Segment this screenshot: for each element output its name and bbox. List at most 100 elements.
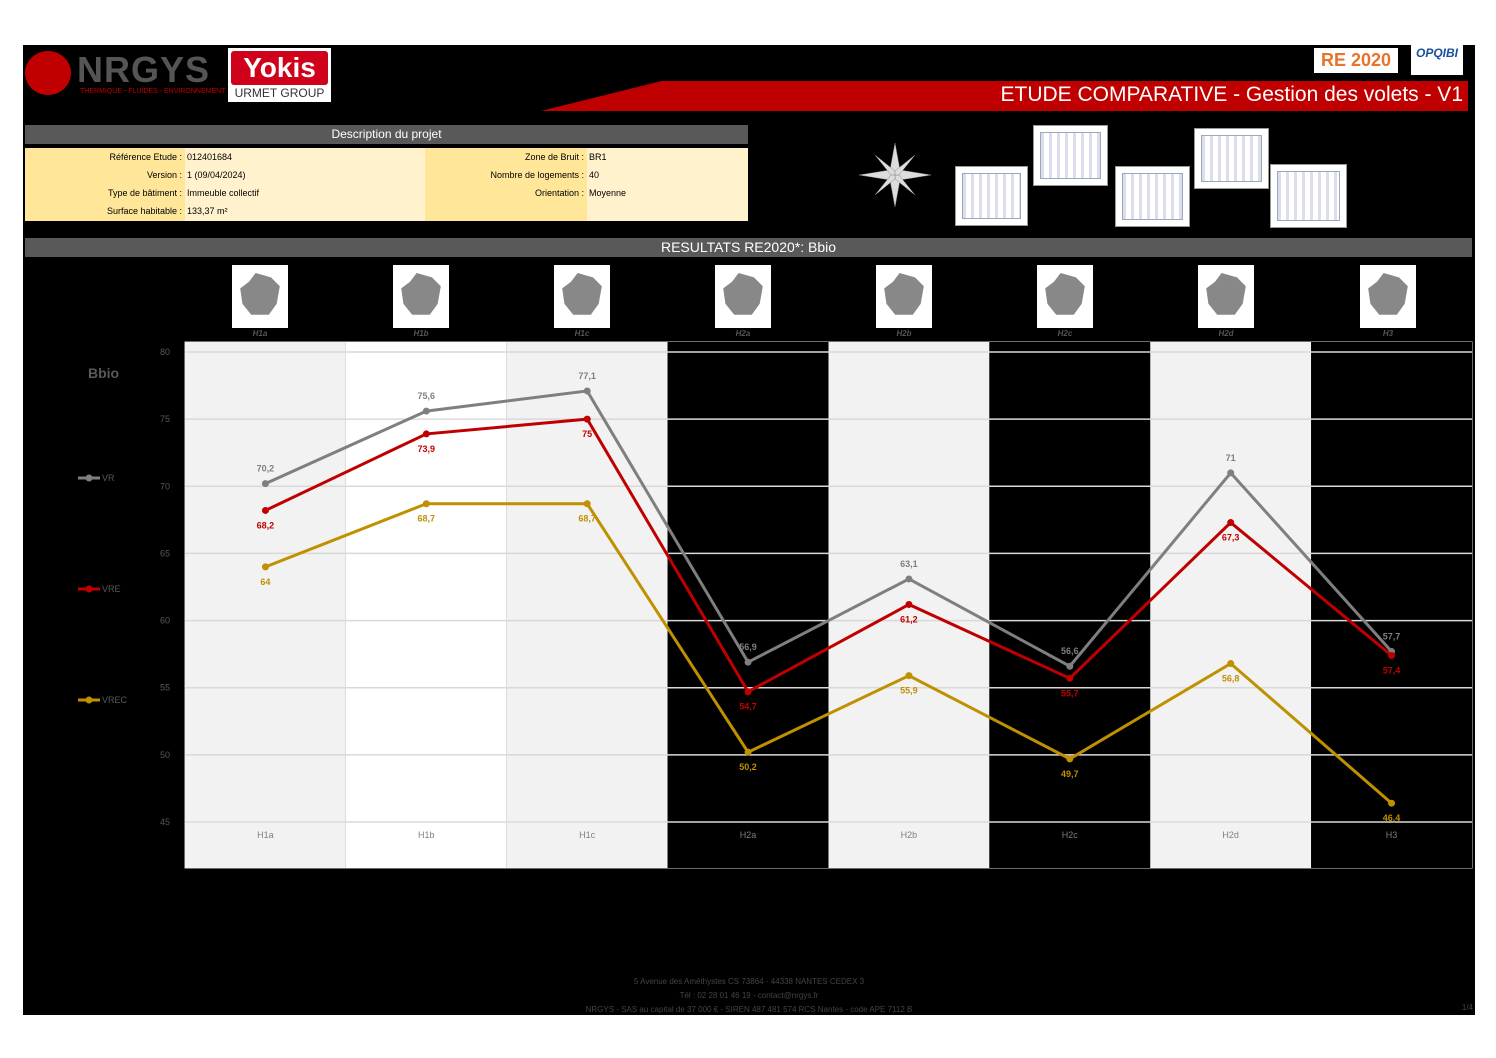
data-label: 70,2: [257, 464, 275, 474]
column-band: [345, 342, 507, 868]
data-point: [261, 506, 269, 514]
field-label: Référence Etude :: [109, 152, 182, 162]
field-value: 133,37 m²: [187, 206, 228, 216]
data-label: 68,2: [257, 520, 275, 530]
x-tick-label: H3: [1386, 830, 1398, 840]
legend-label: VREC: [102, 695, 128, 705]
x-tick-label: H1a: [257, 830, 274, 840]
page-number: 1/4: [1461, 1003, 1473, 1012]
y-tick-label: 50: [160, 750, 170, 760]
x-tick-label: H2c: [1062, 830, 1079, 840]
data-label: 56,6: [1061, 646, 1079, 656]
climate-zone-label: H1b: [413, 329, 429, 338]
yokis-logo: Yokis URMET GROUP: [228, 48, 331, 102]
series-line-vrec: [264, 502, 1393, 805]
yokis-logo-text: Yokis: [231, 51, 328, 85]
field-value: BR1: [589, 152, 607, 162]
data-label: 55,9: [900, 686, 918, 696]
data-point: [1227, 660, 1235, 668]
field-value: Immeuble collectif: [187, 188, 260, 198]
data-label: 54,7: [739, 702, 757, 712]
label-column: [25, 148, 185, 221]
climate-zone-map-h2a: [715, 265, 771, 328]
climate-zone-map-h1c: [554, 265, 610, 328]
data-label: 46,4: [1383, 813, 1401, 823]
legend-marker: [85, 585, 93, 593]
field-value: 1 (09/04/2024): [187, 170, 246, 180]
data-label: 67,3: [1222, 533, 1240, 543]
data-point: [744, 688, 752, 696]
x-tick-label: H2a: [740, 830, 757, 840]
column-band: [667, 342, 829, 868]
data-label: 71: [1226, 453, 1236, 463]
title-banner: [541, 81, 1468, 111]
column-band: [989, 342, 1151, 868]
series-vrec: 64 68,7 68,7 50,2 55,9 49,7 56,8 46,4: [260, 500, 1400, 823]
column-band: [1311, 342, 1472, 868]
floor-plan-image: [1033, 125, 1108, 186]
compass-rose-icon: [858, 142, 932, 208]
floor-plan-image: [955, 166, 1028, 226]
data-label: 68,7: [418, 514, 436, 524]
x-tick-label: H2b: [901, 830, 918, 840]
y-tick-label: 65: [160, 548, 170, 558]
series-vr: 70,2 75,6 77,1 56,9 63,1 56,6 71 57,7: [257, 371, 1400, 670]
floor-plan-image: [1194, 128, 1269, 189]
climate-zone-label: H2a: [735, 329, 751, 338]
climate-zone-map-h2b: [876, 265, 932, 328]
climate-zone-label: H1c: [574, 329, 590, 338]
footer-contact: Tél : 02 28 01 46 19 - contact@nrgys.fr: [679, 991, 819, 1000]
climate-zone-map-h3: [1360, 265, 1416, 328]
data-point: [261, 563, 269, 571]
legend-marker: [85, 474, 93, 482]
climate-zone-label: H2b: [896, 329, 912, 338]
field-label: Surface habitable :: [106, 206, 182, 216]
field-label: Orientation :: [534, 188, 584, 198]
column-band: [506, 342, 668, 868]
y-tick-label: 45: [160, 817, 170, 827]
data-label: 68,7: [578, 514, 596, 524]
page-title: ETUDE COMPARATIVE - Gestion des volets -…: [1000, 83, 1463, 106]
data-label: 56,8: [1222, 674, 1240, 684]
field-value: 40: [589, 170, 600, 180]
climate-zone-map-h2c: [1037, 265, 1093, 328]
climate-zone-label: H2d: [1218, 329, 1234, 338]
data-point: [905, 672, 913, 680]
data-point: [1066, 755, 1074, 763]
floor-plan-image: [1115, 166, 1190, 227]
field-label: Zone de Bruit :: [524, 152, 584, 162]
re2020-badge: RE 2020: [1314, 48, 1398, 73]
results-section-header: RESULTATS RE2020*: Bbio: [25, 238, 1472, 257]
data-point: [583, 500, 591, 508]
field-value: Moyenne: [589, 188, 627, 198]
data-point: [905, 600, 913, 608]
data-label: 49,7: [1061, 769, 1079, 779]
floor-plan-image: [1270, 164, 1347, 228]
yokis-logo-sub: URMET GROUP: [234, 86, 325, 100]
x-tick-label: H1b: [418, 830, 435, 840]
nrgys-logo-mark-icon: [25, 51, 71, 95]
data-point: [422, 430, 430, 438]
nrgys-tagline: THERMIQUE - FLUIDES - ENVIRONNEMENT: [80, 88, 226, 95]
field-label: Type de bâtiment :: [107, 188, 182, 198]
data-point: [1388, 651, 1396, 659]
y-tick-label: 70: [160, 481, 170, 491]
y-axis-label: Bbio: [88, 365, 119, 381]
y-tick-label: 80: [160, 347, 170, 357]
label-column: [425, 148, 587, 221]
project-description-table: Référence Etude : 012401684 Version : 1 (09…: [25, 148, 748, 221]
field-label: Nombre de logements :: [490, 170, 584, 180]
climate-zone-label: H1a: [252, 329, 268, 338]
project-section-header: Description du projet: [25, 125, 748, 144]
legend-marker: [85, 696, 93, 704]
legend-label: VR: [102, 473, 115, 483]
legend-label: VRE: [102, 584, 121, 594]
data-label: 77,1: [578, 371, 596, 381]
data-label: 63,1: [900, 559, 918, 569]
climate-zone-map-h2d: [1198, 265, 1254, 328]
footer-legal: NRGYS - SAS au capital de 37 000 € - SIR…: [585, 1005, 913, 1014]
field-label: Version :: [146, 170, 182, 180]
data-label: 75,6: [418, 391, 436, 401]
data-label: 73,9: [418, 444, 436, 454]
